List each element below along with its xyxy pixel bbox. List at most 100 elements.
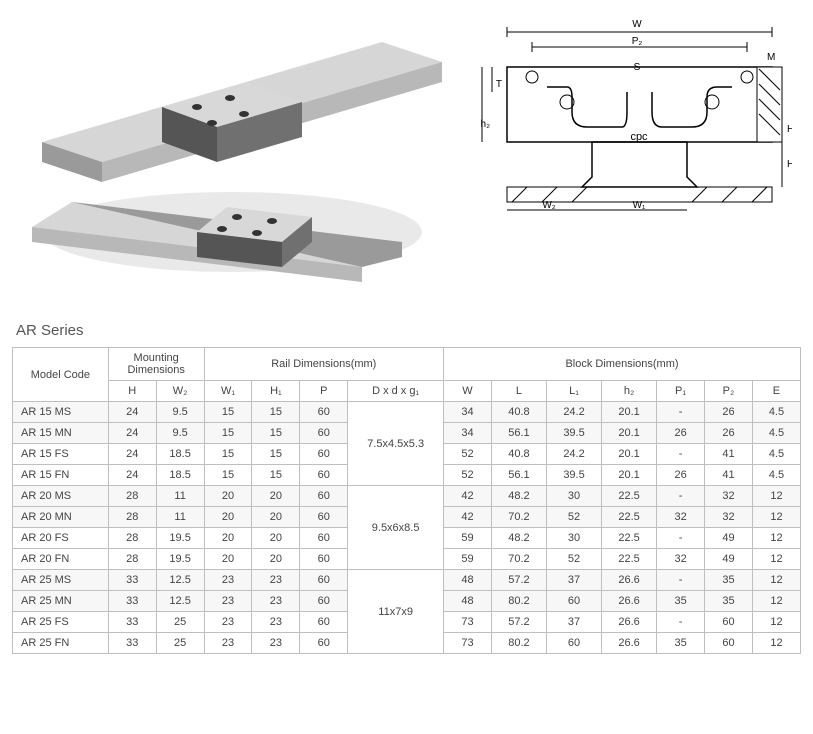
technical-diagram: W P₂ M [472, 12, 792, 212]
table-cell: 11 [156, 486, 204, 507]
table-cell: 20 [252, 507, 300, 528]
hdr-block: Block Dimensions(mm) [444, 348, 801, 381]
table-cell: 60 [300, 570, 348, 591]
hdr-W1: W₁ [204, 381, 252, 402]
table-cell: 15 [204, 402, 252, 423]
table-cell: 60 [300, 402, 348, 423]
table-cell: 12 [752, 633, 800, 654]
table-cell: 15 [204, 465, 252, 486]
table-cell: 35 [705, 591, 753, 612]
table-cell: 59 [444, 549, 492, 570]
table-cell: 20 [252, 486, 300, 507]
table-cell: 70.2 [491, 507, 546, 528]
table-cell: AR 25 FN [13, 633, 109, 654]
table-cell: 60 [705, 612, 753, 633]
table-cell: 20 [204, 507, 252, 528]
table-cell: 26 [705, 423, 753, 444]
table-cell: 25 [156, 612, 204, 633]
table-cell: 56.1 [491, 465, 546, 486]
table-cell: 24 [108, 444, 156, 465]
table-cell: 15 [252, 444, 300, 465]
table-cell: 48 [444, 570, 492, 591]
table-cell: AR 15 FS [13, 444, 109, 465]
table-cell: 26 [705, 402, 753, 423]
table-cell: 12 [752, 507, 800, 528]
table-cell: 32 [657, 549, 705, 570]
table-cell: 15 [204, 444, 252, 465]
table-cell: 20.1 [602, 465, 657, 486]
product-render [12, 12, 452, 292]
table-cell: 28 [108, 549, 156, 570]
table-cell: 39.5 [546, 465, 601, 486]
table-cell: 41 [705, 444, 753, 465]
table-row: AR 15 MS249.51515607.5x4.5x5.33440.824.2… [13, 402, 801, 423]
table-cell: 34 [444, 423, 492, 444]
hdr-L1: L₁ [546, 381, 601, 402]
table-cell: 28 [108, 507, 156, 528]
table-cell: 24 [108, 423, 156, 444]
table-cell: - [657, 402, 705, 423]
table-row: AR 20 MS28112020609.5x6x8.54248.23022.5-… [13, 486, 801, 507]
table-cell: 12.5 [156, 570, 204, 591]
table-cell: 48.2 [491, 528, 546, 549]
table-cell: 15 [252, 423, 300, 444]
table-cell: 12 [752, 591, 800, 612]
hdr-h2: h₂ [602, 381, 657, 402]
table-cell: 59 [444, 528, 492, 549]
table-cell: 35 [657, 591, 705, 612]
table-cell: 24.2 [546, 402, 601, 423]
table-cell-merged: 7.5x4.5x5.3 [348, 402, 444, 486]
table-cell: AR 20 FN [13, 549, 109, 570]
table-cell: 20 [252, 528, 300, 549]
table-cell: 18.5 [156, 465, 204, 486]
table-cell: 23 [204, 612, 252, 633]
dim-label-p2: P₂ [632, 36, 643, 47]
table-cell: 22.5 [602, 528, 657, 549]
table-cell: 12 [752, 486, 800, 507]
table-cell: 42 [444, 507, 492, 528]
table-cell: 20 [252, 549, 300, 570]
dim-label-H1: H₁ [787, 159, 792, 170]
table-cell: 23 [204, 633, 252, 654]
hdr-L: L [491, 381, 546, 402]
table-cell: 12 [752, 612, 800, 633]
hdr-H1: H₁ [252, 381, 300, 402]
table-cell: 60 [300, 486, 348, 507]
table-cell: 49 [705, 549, 753, 570]
table-cell: 80.2 [491, 633, 546, 654]
table-cell: 20 [204, 528, 252, 549]
table-cell: 20 [204, 549, 252, 570]
table-cell: - [657, 570, 705, 591]
hdr-E: E [752, 381, 800, 402]
table-cell-merged: 11x7x9 [348, 570, 444, 654]
table-cell: 80.2 [491, 591, 546, 612]
table-cell: 52 [546, 549, 601, 570]
table-cell: 37 [546, 570, 601, 591]
table-cell: 9.5 [156, 402, 204, 423]
dim-label-w: W [632, 19, 642, 30]
dim-label-w2: W₂ [542, 200, 555, 211]
dim-label-H: H [787, 124, 792, 135]
table-cell: 23 [252, 612, 300, 633]
table-cell: 23 [204, 570, 252, 591]
dim-label-t: T [496, 79, 502, 90]
table-cell: 30 [546, 486, 601, 507]
table-cell: 32 [705, 486, 753, 507]
table-cell: 25 [156, 633, 204, 654]
table-cell: 26.6 [602, 570, 657, 591]
hdr-P1: P₁ [657, 381, 705, 402]
table-cell: 60 [300, 465, 348, 486]
table-cell: 20.1 [602, 444, 657, 465]
table-cell: AR 25 MN [13, 591, 109, 612]
table-cell: 22.5 [602, 507, 657, 528]
table-cell: 60 [300, 423, 348, 444]
table-cell: 20.1 [602, 423, 657, 444]
table-cell: 15 [252, 465, 300, 486]
table-cell: 11 [156, 507, 204, 528]
hdr-Dxd: D x d x g₁ [348, 381, 444, 402]
table-cell: 24.2 [546, 444, 601, 465]
hdr-W2: W₂ [156, 381, 204, 402]
table-cell: 35 [705, 570, 753, 591]
brand-logo: cpc [630, 131, 648, 143]
table-cell: 48 [444, 591, 492, 612]
